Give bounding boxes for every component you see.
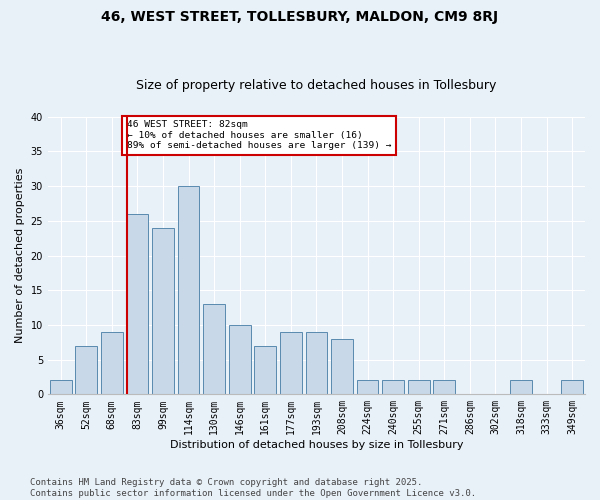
- X-axis label: Distribution of detached houses by size in Tollesbury: Distribution of detached houses by size …: [170, 440, 463, 450]
- Bar: [357, 380, 379, 394]
- Bar: [178, 186, 199, 394]
- Bar: [101, 332, 123, 394]
- Bar: [382, 380, 404, 394]
- Bar: [127, 214, 148, 394]
- Text: 46, WEST STREET, TOLLESBURY, MALDON, CM9 8RJ: 46, WEST STREET, TOLLESBURY, MALDON, CM9…: [101, 10, 499, 24]
- Bar: [229, 325, 251, 394]
- Bar: [254, 346, 276, 395]
- Y-axis label: Number of detached properties: Number of detached properties: [15, 168, 25, 343]
- Bar: [510, 380, 532, 394]
- Bar: [433, 380, 455, 394]
- Bar: [408, 380, 430, 394]
- Bar: [50, 380, 71, 394]
- Text: Contains HM Land Registry data © Crown copyright and database right 2025.
Contai: Contains HM Land Registry data © Crown c…: [30, 478, 476, 498]
- Title: Size of property relative to detached houses in Tollesbury: Size of property relative to detached ho…: [136, 79, 497, 92]
- Bar: [280, 332, 302, 394]
- Bar: [331, 339, 353, 394]
- Bar: [562, 380, 583, 394]
- Text: 46 WEST STREET: 82sqm
← 10% of detached houses are smaller (16)
89% of semi-deta: 46 WEST STREET: 82sqm ← 10% of detached …: [127, 120, 392, 150]
- Bar: [76, 346, 97, 395]
- Bar: [203, 304, 225, 394]
- Bar: [152, 228, 174, 394]
- Bar: [305, 332, 328, 394]
